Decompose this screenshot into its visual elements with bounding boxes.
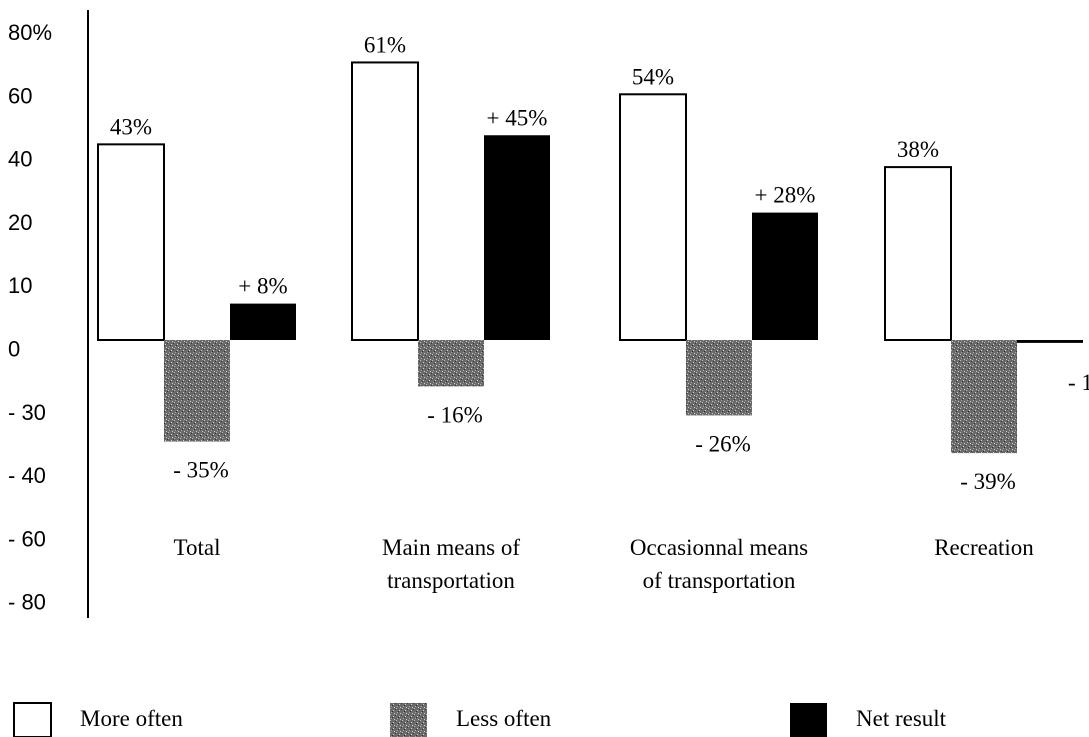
data-label: - 26% bbox=[695, 431, 751, 456]
legend-swatch bbox=[390, 703, 427, 737]
data-label: 38% bbox=[897, 137, 939, 162]
data-label: 43% bbox=[110, 114, 152, 139]
category-label: Occasionnal means bbox=[630, 535, 808, 560]
data-label: - 1% bbox=[1068, 370, 1089, 395]
bar-net-result bbox=[752, 212, 818, 340]
y-tick-label: 10 bbox=[8, 273, 32, 298]
category-labels: Total Main means of transportation Occasion… bbox=[174, 535, 1035, 593]
bar-more-often bbox=[619, 93, 687, 341]
legend-label: More often bbox=[80, 706, 183, 731]
y-tick-label: - 40 bbox=[8, 463, 46, 488]
legend-swatch bbox=[790, 703, 827, 737]
y-tick-label: 20 bbox=[8, 210, 32, 235]
data-label: - 39% bbox=[960, 469, 1016, 494]
bar-less-often bbox=[951, 340, 1017, 454]
legend: More often Less often Net result bbox=[13, 702, 947, 737]
data-label: + 28% bbox=[755, 183, 816, 208]
data-label: 54% bbox=[632, 64, 674, 89]
bar-more-often bbox=[97, 143, 165, 341]
y-tick-label: 0 bbox=[8, 337, 20, 362]
data-label: + 8% bbox=[238, 274, 287, 299]
y-tick-label: - 30 bbox=[8, 400, 46, 425]
bar-net-result bbox=[484, 135, 550, 340]
bars bbox=[97, 61, 1083, 454]
legend-label: Net result bbox=[856, 706, 947, 731]
data-label: - 16% bbox=[427, 402, 483, 427]
y-tick-label: - 60 bbox=[8, 526, 46, 551]
y-tick-label: 40 bbox=[8, 147, 32, 172]
bar-more-often bbox=[884, 166, 952, 341]
bar-more-often bbox=[351, 61, 419, 341]
category-label: Recreation bbox=[934, 535, 1034, 560]
y-tick-label: 60 bbox=[8, 83, 32, 108]
y-tick-label: 80% bbox=[8, 20, 52, 45]
category-label: Total bbox=[174, 535, 221, 560]
y-tick-label: - 80 bbox=[8, 590, 46, 615]
bar-less-often bbox=[164, 340, 230, 442]
bar-net-result bbox=[1017, 340, 1083, 343]
legend-swatch bbox=[13, 702, 52, 737]
category-label: of transportation bbox=[643, 568, 796, 593]
data-labels: 43% 61% 54% 38% - 35% - 16% - 26% - 39% + 8% + 45… bbox=[110, 32, 1089, 494]
data-label: + 45% bbox=[487, 105, 548, 130]
data-label: 61% bbox=[364, 32, 406, 57]
category-label: transportation bbox=[387, 568, 515, 593]
legend-label: Less often bbox=[456, 706, 552, 731]
data-label: - 35% bbox=[173, 458, 229, 483]
y-axis-ticks: 80% 60 40 20 10 0 - 30 - 40 - 60 - 80 bbox=[8, 20, 52, 615]
bar-net-result bbox=[230, 303, 296, 340]
bar-less-often bbox=[686, 340, 752, 416]
category-label: Main means of bbox=[382, 535, 520, 560]
bar-less-often bbox=[418, 340, 484, 387]
